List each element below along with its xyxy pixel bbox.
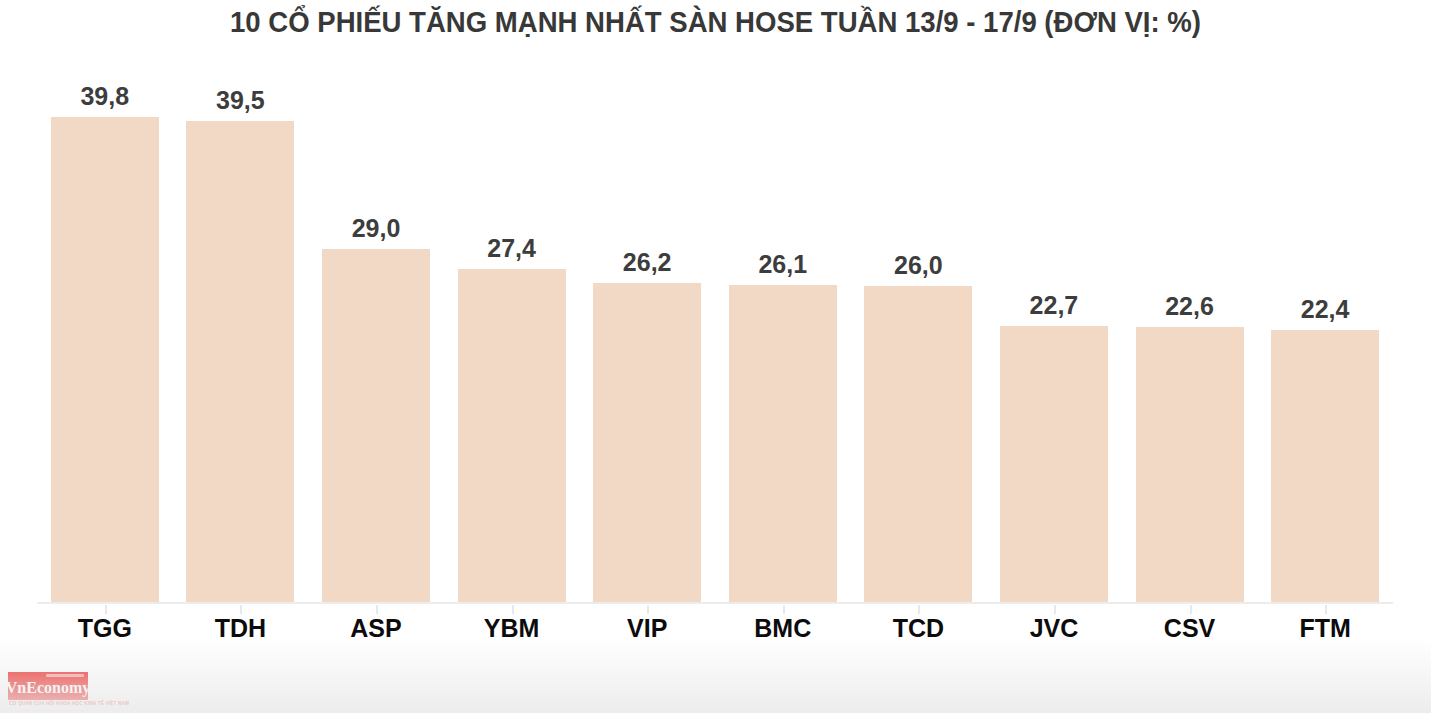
bar-tgg <box>51 117 159 603</box>
bar-tcd <box>864 286 972 603</box>
bar-value-label: 26,1 <box>758 252 807 277</box>
bar-tdh <box>186 121 294 603</box>
axis-tick <box>105 605 107 614</box>
bar-ftm <box>1271 330 1379 603</box>
chart-canvas: 10 CỔ PHIẾU TĂNG MẠNH NHẤT SÀN HOSE TUẦN… <box>0 0 1431 713</box>
bar-column-tgg: 39,8TGG <box>37 60 173 603</box>
bar-chart: 39,8TGG39,5TDH29,0ASP27,4YBM26,2VIP26,1B… <box>37 60 1393 603</box>
bar-value-label: 39,5 <box>216 88 265 113</box>
bar-column-bmc: 26,1BMC <box>715 60 851 603</box>
bar-bmc <box>729 285 837 603</box>
bar-column-ftm: 22,4FTM <box>1257 60 1393 603</box>
axis-tick <box>376 605 378 614</box>
x-axis-line <box>37 602 1393 604</box>
category-label-tcd: TCD <box>893 616 944 641</box>
bar-asp <box>322 249 430 603</box>
category-label-vip: VIP <box>627 616 667 641</box>
bar-column-tdh: 39,5TDH <box>173 60 309 603</box>
logo-subtext: CƠ QUAN CỦA HỘI KHOA HỌC KINH TẾ VIỆT NA… <box>9 701 129 706</box>
bar-value-label: 22,4 <box>1301 297 1350 322</box>
bar-column-asp: 29,0ASP <box>308 60 444 603</box>
axis-tick <box>1054 605 1056 614</box>
bar-value-label: 26,2 <box>623 250 672 275</box>
axis-tick <box>647 605 649 614</box>
category-label-csv: CSV <box>1164 616 1215 641</box>
bar-value-label: 39,8 <box>80 84 129 109</box>
bar-value-label: 27,4 <box>487 236 536 261</box>
category-label-bmc: BMC <box>754 616 811 641</box>
bar-jvc <box>1000 326 1108 603</box>
axis-tick <box>512 605 514 614</box>
bar-csv <box>1136 327 1244 603</box>
bar-ybm <box>458 269 566 603</box>
bar-column-ybm: 27,4YBM <box>444 60 580 603</box>
bar-value-label: 22,6 <box>1165 294 1214 319</box>
axis-tick <box>1190 605 1192 614</box>
chart-title: 10 CỔ PHIẾU TĂNG MẠNH NHẤT SÀN HOSE TUẦN… <box>36 6 1395 39</box>
category-label-asp: ASP <box>350 616 401 641</box>
category-label-tgg: TGG <box>78 616 132 641</box>
category-label-ybm: YBM <box>484 616 540 641</box>
axis-tick <box>918 605 920 614</box>
bar-column-csv: 22,6CSV <box>1122 60 1258 603</box>
bar-value-label: 26,0 <box>894 253 943 278</box>
bar-value-label: 22,7 <box>1030 293 1079 318</box>
logo-tagline-illegible <box>46 674 84 677</box>
category-label-tdh: TDH <box>215 616 266 641</box>
bottom-gradient <box>0 638 1431 713</box>
category-label-ftm: FTM <box>1299 616 1350 641</box>
category-label-jvc: JVC <box>1030 616 1079 641</box>
axis-tick <box>783 605 785 614</box>
bar-column-jvc: 22,7JVC <box>986 60 1122 603</box>
bar-value-label: 29,0 <box>352 216 401 241</box>
vneconomy-logo-wordmark: VnEconomy <box>6 680 90 696</box>
bar-column-tcd: 26,0TCD <box>851 60 987 603</box>
axis-tick <box>1325 605 1327 614</box>
bar-column-vip: 26,2VIP <box>579 60 715 603</box>
axis-tick <box>240 605 242 614</box>
bar-vip <box>593 283 701 603</box>
